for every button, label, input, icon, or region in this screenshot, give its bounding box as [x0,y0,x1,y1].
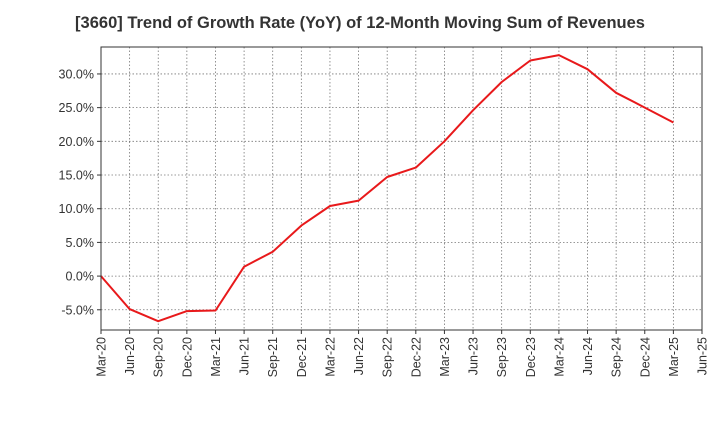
x-tick-label: Mar-21 [209,337,223,377]
x-tick-label: Mar-20 [95,337,109,377]
y-tick-label: 10.0% [59,202,94,216]
x-tick-label: Sep-23 [495,337,509,377]
x-tick-label: Mar-24 [552,337,566,377]
x-tick-label: Mar-22 [323,337,337,377]
grid-lines [101,47,702,330]
x-tick-label: Sep-21 [266,337,280,377]
x-tick-label: Jun-24 [581,337,595,375]
y-axis-ticks: -5.0% 0.0% 5.0% 10.0% 15.0% 20.0% 25.0% 30.0% [59,67,101,317]
x-tick-label: Jun-21 [238,337,252,375]
x-tick-label: Sep-24 [610,337,624,377]
y-tick-label: 0.0% [66,270,95,284]
y-tick-label: 15.0% [59,169,94,183]
x-tick-label: Sep-20 [152,337,166,377]
x-tick-label: Sep-22 [381,337,395,377]
series-layer [100,54,674,323]
x-tick-label: Dec-20 [180,337,194,377]
x-tick-label: Dec-23 [524,337,538,377]
x-tick-label: Jun-25 [696,337,710,375]
y-tick-label: 30.0% [59,67,94,81]
y-tick-label: -5.0% [61,303,94,317]
x-tick-label: Dec-24 [638,337,652,377]
x-tick-label: Jun-20 [123,337,137,375]
x-tick-label: Mar-23 [438,337,452,377]
x-tick-label: Jun-22 [352,337,366,375]
y-tick-label: 20.0% [59,135,94,149]
chart-title: [3660] Trend of Growth Rate (YoY) of 12-… [75,14,645,32]
plot-frame [100,46,703,331]
x-axis-ticks: Mar-20 Jun-20 Sep-20 Dec-20 Mar-21 Jun-21 Sep-… [95,330,710,377]
y-tick-label: 5.0% [66,236,95,250]
x-tick-label: Dec-21 [295,337,309,377]
x-tick-label: Jun-23 [467,337,481,375]
x-tick-label: Mar-25 [667,337,681,377]
series-line [100,54,674,323]
y-tick-label: 25.0% [59,101,94,115]
x-tick-label: Dec-22 [409,337,423,377]
